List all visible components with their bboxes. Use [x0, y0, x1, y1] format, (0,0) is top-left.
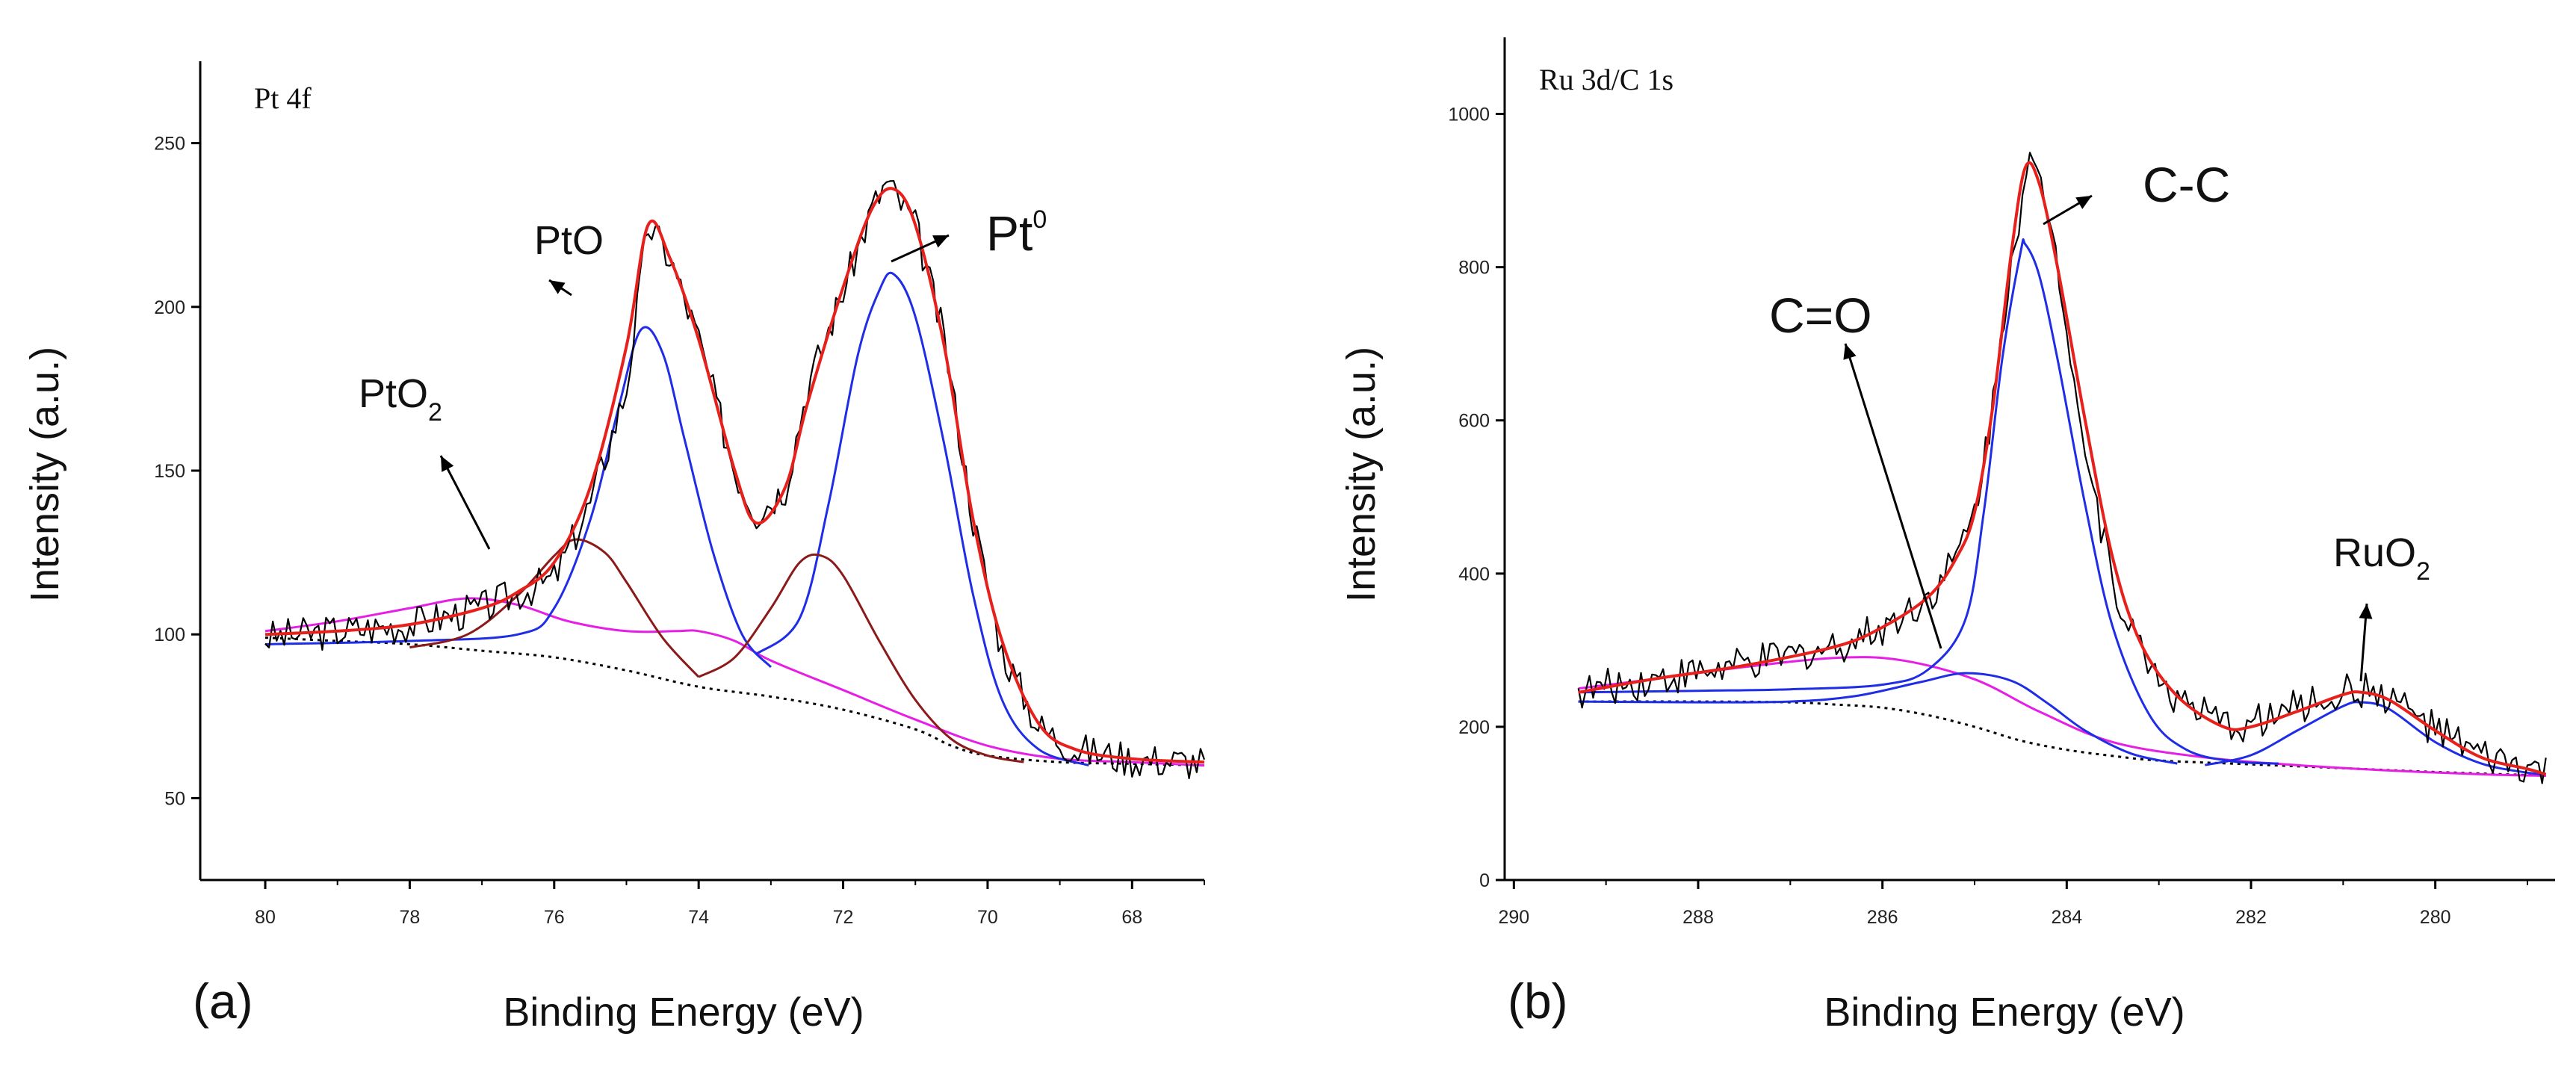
annotation-arrow [1844, 343, 1942, 649]
panel-a-label: (a) [193, 973, 253, 1029]
panel-b-y-label: Intensity (a.u.) [1339, 347, 1384, 602]
y-tick-label: 400 [1458, 564, 1490, 585]
x-tick-label: 286 [1867, 907, 1898, 928]
panel-a-series [264, 180, 1206, 779]
annotation-arrowhead [441, 456, 454, 472]
x-tick-label: 288 [1682, 907, 1714, 928]
annotation-subscript: 2 [2416, 557, 2430, 586]
x-tick-label: 78 [399, 907, 420, 928]
y-tick-label: 50 [164, 788, 185, 809]
series-line-c-o [1578, 672, 2178, 765]
x-tick-label: 70 [977, 907, 998, 928]
annotation-arrowhead [932, 235, 949, 248]
y-tick-label: 1000 [1448, 105, 1490, 126]
panel-b-title: Ru 3d/C 1s [1539, 63, 1674, 96]
x-tick-label: 282 [2235, 907, 2267, 928]
x-tick-label: 76 [544, 907, 565, 928]
y-tick-label: 250 [154, 134, 185, 155]
panel-a-chart: 50 100 150 200 250 80 78 76 74 72 70 68 PtO PtO2 Pt0… [22, 61, 1206, 1035]
series-line-pt0-4f7-2 [755, 271, 1089, 767]
series-line-ruo2 [2204, 701, 2546, 775]
annotation-label: C=O [1769, 288, 1872, 343]
y-tick-label: 800 [1458, 258, 1490, 279]
y-tick-label: 100 [154, 625, 185, 645]
series-line-envelope [1578, 161, 2547, 776]
y-tick-label: 200 [1458, 717, 1490, 738]
panel-a-y-ticks: 50 100 150 200 250 [154, 134, 200, 809]
panel-a-title: Pt 4f [254, 81, 312, 115]
panel-a-annotations: PtO PtO2 Pt0 [359, 205, 1047, 550]
annotation-arrowhead [549, 280, 566, 294]
series-line-envelope [264, 187, 1205, 764]
panel-b-label: (b) [1508, 973, 1568, 1029]
annotation-arrowhead [2359, 604, 2373, 619]
panel-a-x-label: Binding Energy (eV) [503, 990, 864, 1035]
panel-a-y-label: Intensity (a.u.) [22, 347, 67, 602]
series-line-pto-4f5-2 [409, 538, 700, 678]
y-tick-label: 150 [154, 461, 185, 482]
series-line-raw [1577, 152, 2547, 784]
annotation-arrow [439, 455, 491, 550]
annotation-label: C-C [2143, 157, 2230, 212]
series-line-baseline [1578, 700, 2546, 777]
series-line-raw [264, 180, 1206, 779]
annotation-label: PtO [534, 218, 604, 263]
x-tick-label: 290 [1498, 907, 1529, 928]
annotation-label: PtO2 [359, 371, 442, 427]
panel-b-y-ticks: 0 200 400 600 800 1000 [1448, 105, 1505, 891]
x-tick-label: 68 [1121, 907, 1142, 928]
panel-b-series [1577, 152, 2547, 784]
y-tick-label: 600 [1458, 411, 1490, 432]
x-tick-label: 280 [2420, 907, 2451, 928]
annotation-label: Pt0 [986, 205, 1047, 261]
annotation-label: RuO2 [2333, 530, 2430, 586]
series-line-pt0-4f5-2 [264, 326, 773, 669]
series-line-c-c [1578, 238, 2279, 765]
series-line-pto2 [264, 597, 1205, 767]
annotation-arrowhead [1843, 344, 1857, 360]
x-tick-label: 74 [688, 907, 709, 928]
x-tick-label: 284 [2051, 907, 2082, 928]
y-tick-label: 0 [1479, 870, 1490, 891]
panel-b-annotations: C=O C-C RuO2 [1769, 157, 2430, 682]
annotation-arrowhead [2075, 196, 2092, 209]
x-tick-label: 72 [833, 907, 854, 928]
series-line-pto-4f7-2 [698, 553, 1024, 763]
panel-b-chart: 0 200 400 600 800 1000 290 288 286 284 282 280 C=O… [1339, 37, 2555, 1035]
annotation-superscript: 0 [1032, 205, 1047, 234]
annotation-subscript: 2 [428, 398, 442, 427]
panel-a-x-ticks: 80 78 76 74 72 70 68 [255, 880, 1205, 928]
panel-b-x-label: Binding Energy (eV) [1824, 990, 2185, 1035]
panel-b-x-ticks: 290 288 286 284 282 280 [1498, 880, 2528, 928]
x-tick-label: 80 [255, 907, 276, 928]
y-tick-label: 200 [154, 297, 185, 318]
